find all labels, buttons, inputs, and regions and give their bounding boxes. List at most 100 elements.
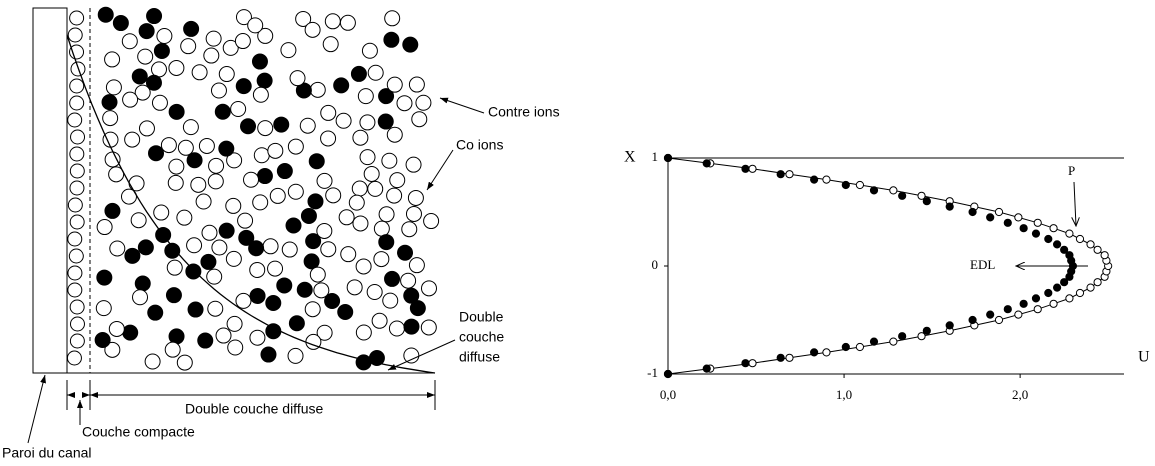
counter-ion xyxy=(420,280,437,297)
counter-ion xyxy=(324,13,341,30)
co-ion xyxy=(337,304,354,321)
counter-ion xyxy=(346,279,363,296)
data-point xyxy=(776,353,785,362)
co-ion xyxy=(147,304,164,321)
co-ion xyxy=(248,240,265,257)
counter-ion xyxy=(166,259,183,276)
counter-ion xyxy=(281,241,298,258)
co-ion xyxy=(165,287,182,304)
counter-ion xyxy=(257,27,274,44)
counter-ion xyxy=(252,194,269,211)
counter-ion xyxy=(316,324,333,341)
co-ion xyxy=(276,277,293,294)
x-tick-label: 2,0 xyxy=(1012,387,1028,402)
data-point xyxy=(855,180,865,190)
counter-ion xyxy=(359,149,376,166)
data-point xyxy=(1065,294,1074,303)
label: Contre ions xyxy=(488,104,560,120)
co-ion xyxy=(186,152,203,169)
label: diffuse xyxy=(459,349,500,365)
counter-ion xyxy=(382,292,399,309)
counter-ion xyxy=(234,33,251,50)
data-point xyxy=(889,337,898,346)
co-ion xyxy=(265,294,282,311)
co-ion xyxy=(288,315,305,332)
counter-ion xyxy=(205,30,222,47)
counter-ion xyxy=(226,152,243,169)
co-ion xyxy=(403,287,420,304)
counter-ion xyxy=(69,214,85,230)
counter-ion xyxy=(363,165,380,182)
y-axis-label: X xyxy=(624,149,636,166)
counter-ion xyxy=(386,126,403,143)
co-ion xyxy=(153,42,170,59)
counter-ion xyxy=(69,180,85,196)
counter-ion xyxy=(309,81,326,98)
co-ion xyxy=(409,300,426,317)
counter-ion xyxy=(69,333,85,349)
annotation-arrow xyxy=(1074,181,1076,226)
data-point xyxy=(785,170,794,179)
co-ion xyxy=(355,354,372,371)
counter-ion xyxy=(138,120,155,137)
co-ion xyxy=(378,234,395,251)
counter-ion xyxy=(335,112,352,129)
counter-ion xyxy=(322,36,339,53)
counter-ion xyxy=(338,209,355,226)
counter-ion xyxy=(70,129,86,145)
co-ion xyxy=(104,202,121,219)
series-annotation: P xyxy=(1068,163,1075,178)
counter-ion xyxy=(253,147,270,164)
counter-ion xyxy=(201,224,218,241)
counter-ion xyxy=(151,94,168,111)
counter-ion xyxy=(249,329,266,346)
counter-ion xyxy=(102,110,119,127)
data-point xyxy=(968,315,977,325)
counter-ion xyxy=(104,51,121,68)
data-point xyxy=(1003,218,1012,227)
counter-ion xyxy=(69,146,85,162)
data-point xyxy=(1031,229,1041,238)
velocity-chart: -1 0 1 0,0 1,0 2,0 X U P EDL xyxy=(624,149,1150,402)
data-point xyxy=(917,191,926,200)
counter-ion xyxy=(320,241,337,258)
counter-ion xyxy=(176,209,193,226)
counter-ion xyxy=(144,353,161,370)
co-ion xyxy=(131,68,148,85)
co-ion xyxy=(168,103,185,120)
counter-ion xyxy=(180,38,197,55)
data-point xyxy=(994,315,1004,325)
co-ion xyxy=(240,118,257,135)
counter-ion xyxy=(160,137,177,154)
co-ion xyxy=(307,193,324,210)
data-point xyxy=(917,332,926,341)
counter-ion xyxy=(206,268,223,285)
counter-ion xyxy=(316,172,333,189)
counter-ion xyxy=(69,299,85,315)
counter-ion xyxy=(190,176,207,193)
data-point xyxy=(1065,251,1074,260)
leader xyxy=(439,97,485,114)
data-point xyxy=(968,207,977,217)
counter-ion xyxy=(320,104,337,121)
counter-ion xyxy=(320,130,337,147)
co-ion xyxy=(256,168,273,185)
data-point xyxy=(1075,234,1085,244)
data-point xyxy=(1065,229,1074,238)
counter-ion xyxy=(252,86,269,103)
counter-ion xyxy=(237,212,254,229)
co-ion xyxy=(296,281,313,298)
co-ion xyxy=(187,301,204,318)
data-point xyxy=(994,207,1004,217)
data-point xyxy=(748,359,757,368)
counter-ion xyxy=(108,320,125,337)
co-ion xyxy=(200,253,217,270)
counter-ion xyxy=(267,142,284,159)
counter-ion xyxy=(299,117,316,134)
counter-ion xyxy=(309,266,326,283)
data-point xyxy=(810,175,819,184)
counter-ion xyxy=(355,324,372,341)
co-ion xyxy=(122,324,139,341)
data-point xyxy=(663,369,673,379)
counter-ion xyxy=(396,95,413,112)
